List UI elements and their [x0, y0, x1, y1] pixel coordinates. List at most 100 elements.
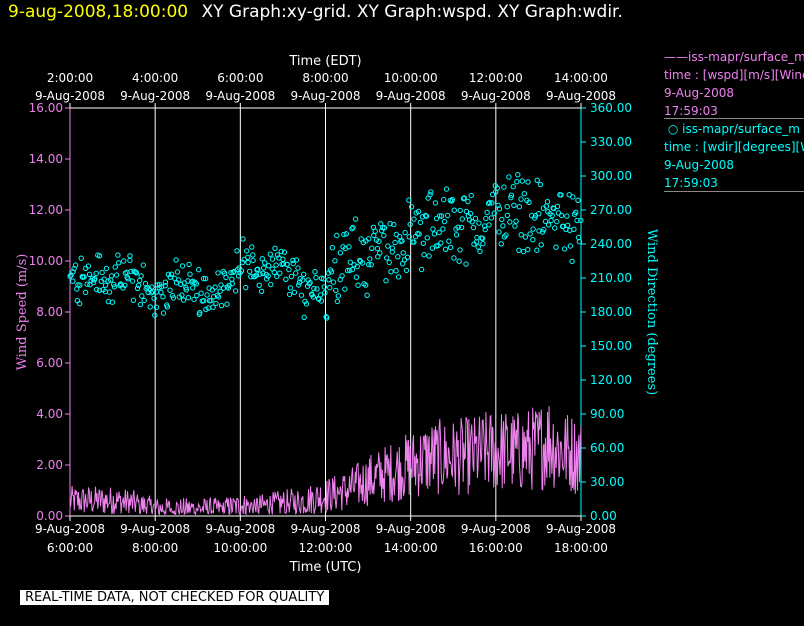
- wdir-point: [284, 261, 290, 268]
- wdir-point: [149, 284, 155, 290]
- wdir-point: [84, 281, 90, 287]
- wdir-point: [215, 270, 221, 276]
- wdir-point: [321, 284, 327, 290]
- wdir-point: [268, 281, 274, 288]
- wdir-point: [204, 292, 210, 298]
- wdir-point: [303, 301, 310, 307]
- x-tick-label-time: 6:00:00: [47, 541, 93, 555]
- wdir-point: [296, 282, 302, 288]
- wdir-point: [137, 277, 143, 284]
- wdir-point: [201, 298, 207, 304]
- wdir-point: [108, 273, 115, 279]
- wdir-point: [352, 216, 359, 222]
- wdir-point: [250, 252, 256, 258]
- wdir-point: [111, 281, 117, 288]
- wdir-point: [130, 297, 137, 303]
- wdir-point: [512, 223, 518, 229]
- legend-wdir-name: ○ iss-mapr/surface_m: [664, 122, 800, 136]
- x2-tick-label-date: 9-Aug-2008: [205, 89, 275, 103]
- wdir-point: [392, 239, 398, 246]
- x-tick-label-time: 12:00:00: [299, 541, 353, 555]
- wdir-point: [525, 179, 531, 185]
- wdir-point: [249, 244, 255, 250]
- wdir-point: [470, 224, 477, 231]
- wdir-point: [350, 224, 356, 231]
- wdir-point: [160, 294, 166, 300]
- wdir-point: [554, 218, 560, 225]
- wdir-point: [420, 240, 426, 247]
- wdir-point: [384, 255, 390, 261]
- header-timestamp: 9-aug-2008,18:00:00: [8, 2, 189, 22]
- wdir-point: [389, 249, 395, 255]
- wdir-point: [179, 292, 185, 298]
- wdir-point: [424, 235, 430, 241]
- x-tick-label-time: 14:00:00: [384, 541, 438, 555]
- wdir-point: [443, 186, 450, 192]
- legend-wspd[interactable]: ——iss-mapr/surface_m time : [wspd][m/s][…: [664, 48, 804, 120]
- wdir-point: [536, 228, 542, 234]
- wdir-point: [366, 261, 372, 268]
- y-tick-label: 16.00: [29, 101, 63, 115]
- wdir-point: [506, 174, 512, 180]
- wdir-point: [417, 219, 424, 226]
- wdir-point: [274, 273, 280, 280]
- wdir-point: [552, 225, 558, 231]
- wdir-point: [440, 226, 446, 232]
- wdir-point: [324, 315, 330, 321]
- wdir-point: [158, 284, 165, 290]
- x-tick-label-date: 9-Aug-2008: [120, 522, 190, 536]
- y2-axis-title: Wind Direction (degrees): [644, 229, 659, 395]
- wdir-point: [554, 203, 561, 210]
- wdir-point: [147, 304, 153, 310]
- wdir-point: [225, 285, 232, 291]
- wdir-point: [393, 268, 399, 274]
- x-tick-label-date: 9-Aug-2008: [205, 522, 275, 536]
- wdir-point: [549, 212, 555, 219]
- wdir-point: [548, 217, 554, 224]
- wdir-point: [290, 260, 296, 267]
- wdir-point: [368, 262, 374, 268]
- wdir-point: [301, 271, 307, 277]
- wdir-point: [265, 273, 271, 279]
- wdir-point: [503, 232, 509, 238]
- wdir-point: [103, 265, 110, 272]
- wdir-point: [164, 304, 171, 310]
- wdir-point: [111, 284, 118, 290]
- wdir-point: [391, 221, 397, 228]
- wdir-point: [127, 253, 133, 259]
- wdir-point: [257, 271, 263, 277]
- wdir-point: [465, 198, 471, 205]
- wdir-point: [266, 263, 272, 269]
- wdir-point: [82, 289, 89, 296]
- wdir-point: [286, 266, 292, 273]
- wdir-point: [441, 218, 448, 225]
- wdir-point: [406, 197, 412, 203]
- x-tick-label-date: 9-Aug-2008: [35, 522, 105, 536]
- wdir-point: [446, 238, 452, 244]
- wdir-point: [526, 199, 532, 206]
- wdir-point: [489, 191, 496, 198]
- wdir-point: [576, 239, 583, 245]
- wdir-point: [106, 289, 113, 295]
- wdir-point: [447, 244, 454, 251]
- wdir-point: [139, 293, 145, 299]
- wdir-point: [322, 290, 328, 296]
- wdir-point: [224, 301, 230, 307]
- wdir-point: [527, 231, 533, 237]
- wdir-point: [469, 219, 475, 225]
- wdir-point: [534, 247, 540, 253]
- legend-wspd-name: ——iss-mapr/surface_m: [664, 50, 804, 64]
- x2-tick-label-time: 14:00:00: [554, 71, 608, 85]
- wdir-point: [387, 221, 393, 227]
- wdir-point: [468, 210, 474, 217]
- wdir-point: [508, 194, 514, 201]
- legend-wdir[interactable]: ○ iss-mapr/surface_m time : [wdir][degre…: [664, 120, 804, 192]
- wdir-point: [366, 236, 372, 242]
- wdir-point: [553, 244, 559, 250]
- wdir-point: [326, 277, 332, 283]
- wdir-point: [196, 267, 202, 273]
- wdir-point: [575, 234, 582, 241]
- wdir-point: [283, 276, 289, 282]
- wdir-point: [385, 243, 391, 249]
- wdir-point: [121, 258, 127, 264]
